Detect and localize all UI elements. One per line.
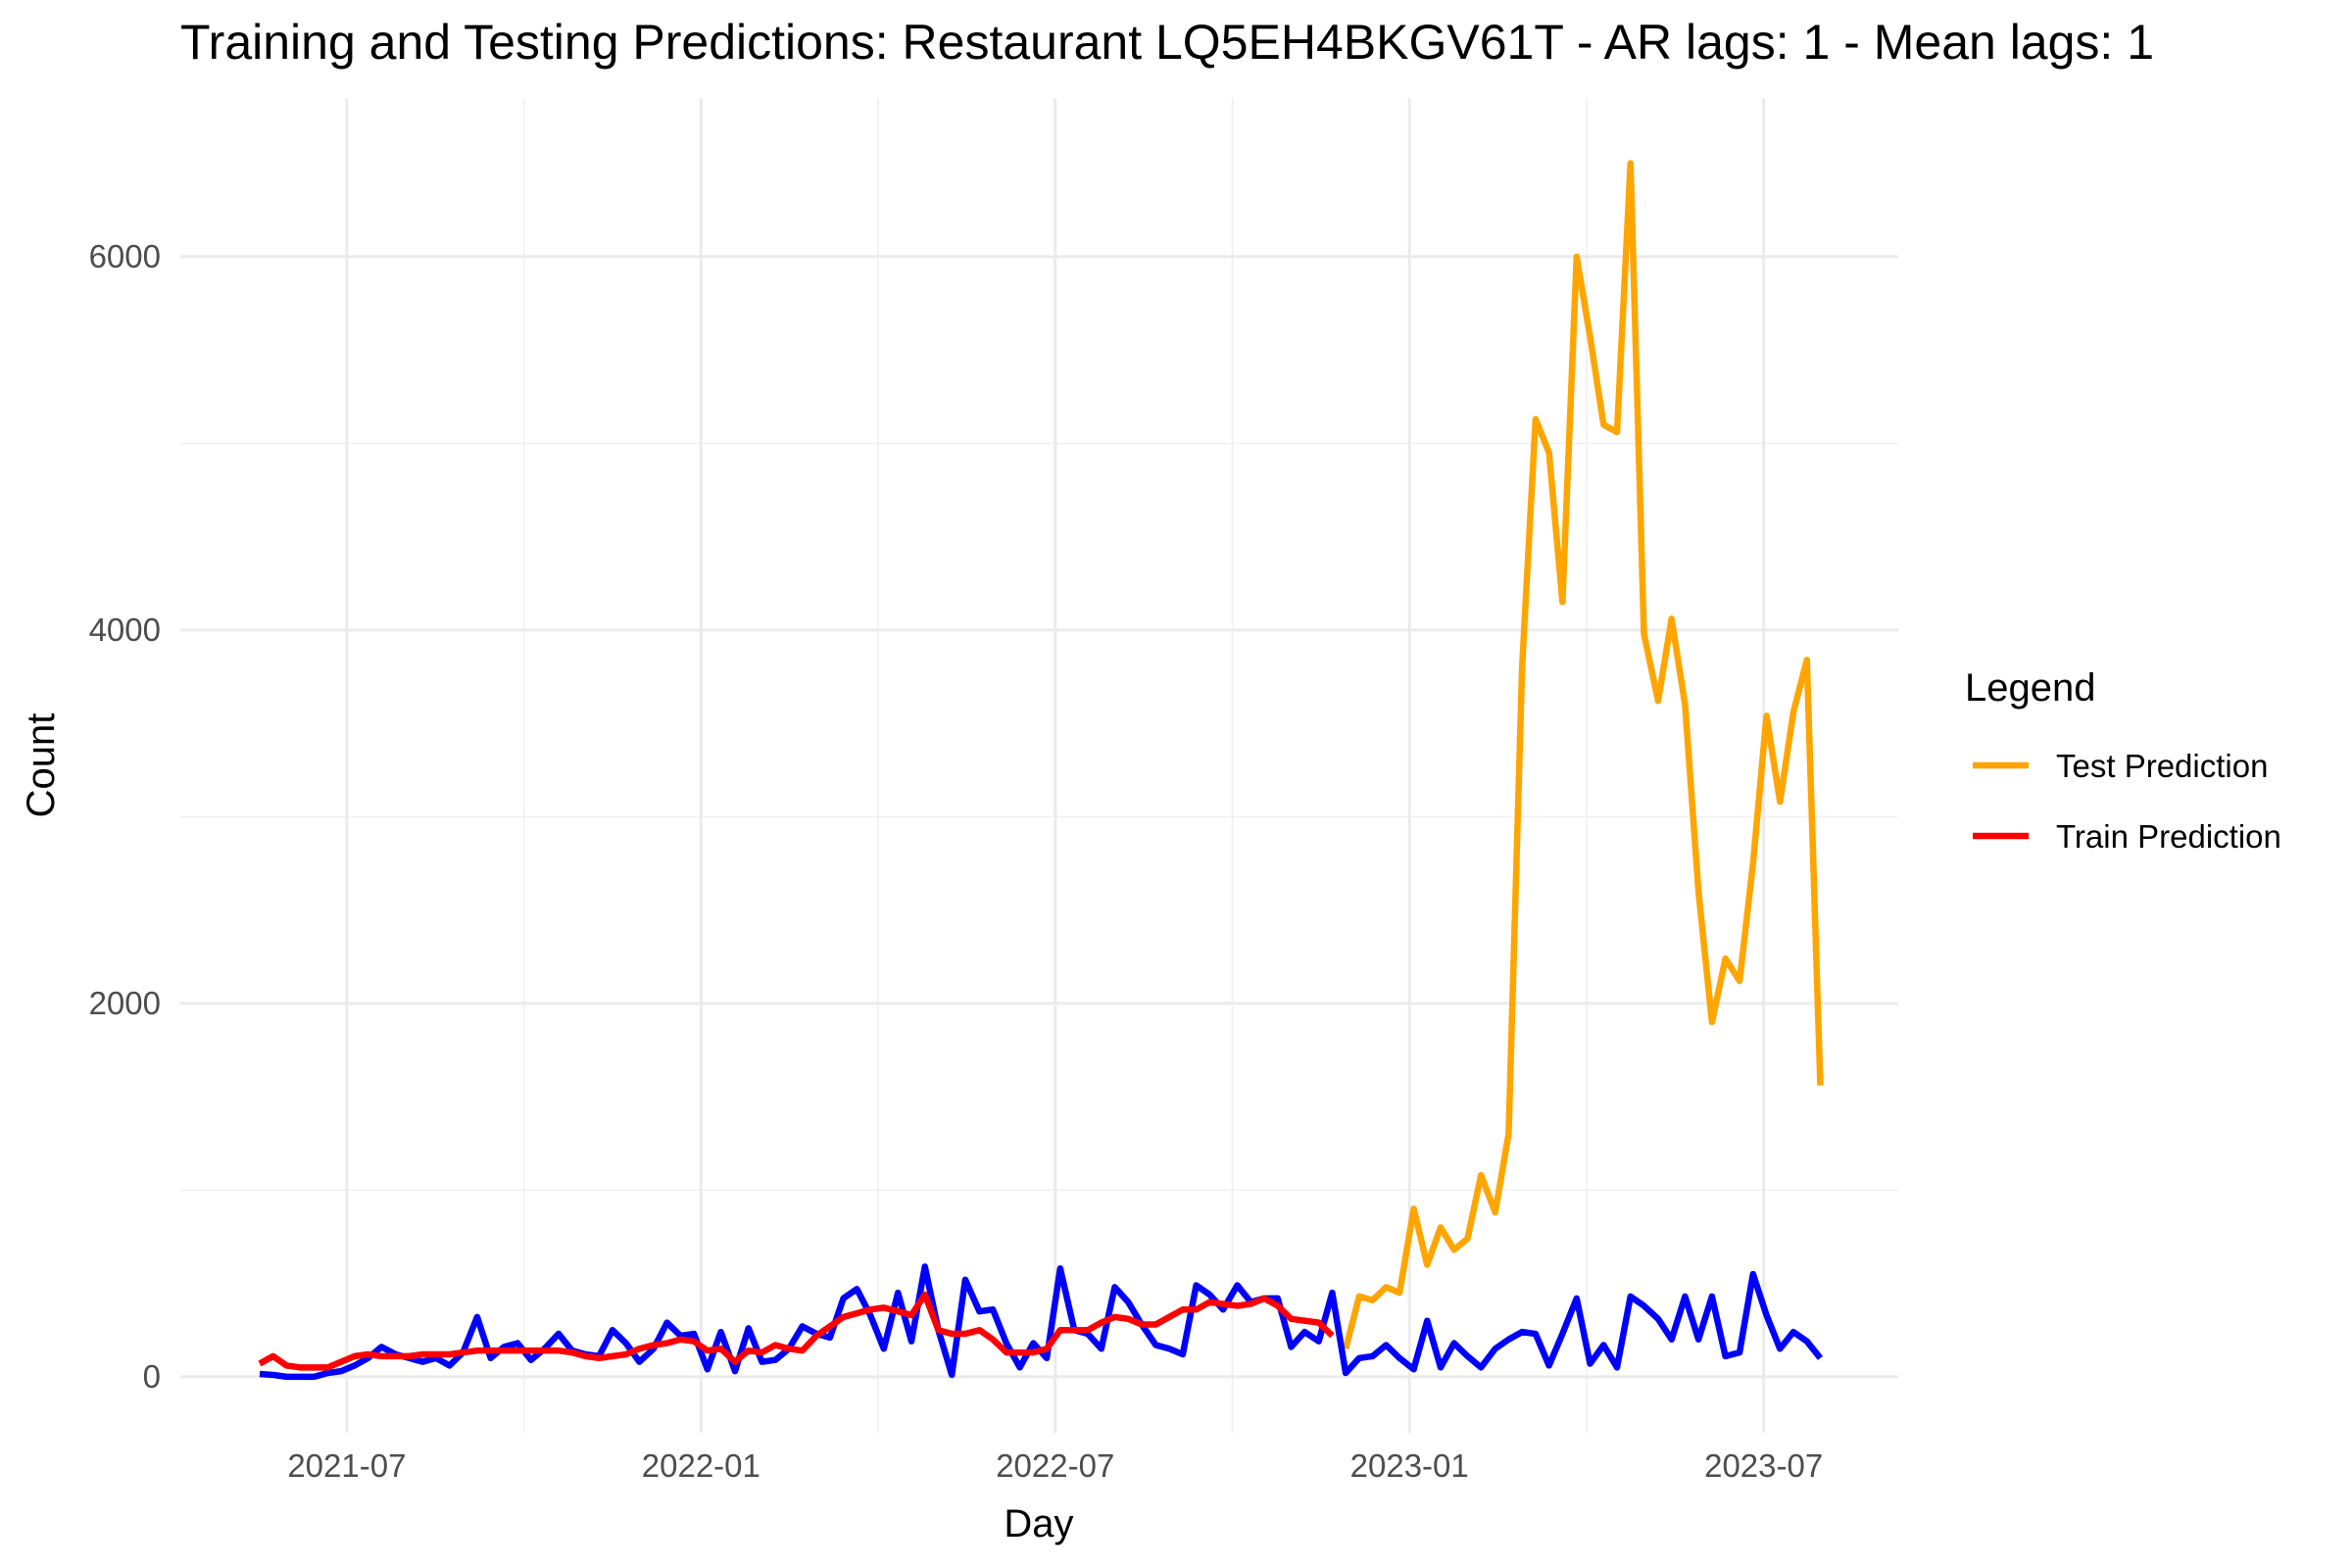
y-tick-label: 4000 <box>89 612 161 648</box>
y-tick-label: 6000 <box>89 238 161 274</box>
chart-title: Training and Testing Predictions: Restau… <box>180 15 2154 70</box>
y-axis-title: Count <box>20 713 63 818</box>
x-tick-label: 2023-01 <box>1350 1447 1469 1484</box>
x-tick-label: 2022-07 <box>996 1447 1114 1484</box>
y-tick-label: 2000 <box>89 985 161 1021</box>
legend-title: Legend <box>1965 666 2095 710</box>
x-tick-label: 2021-07 <box>287 1447 406 1484</box>
x-tick-label: 2023-07 <box>1704 1447 1823 1484</box>
labels: Training and Testing Predictions: Restau… <box>20 15 2154 1545</box>
plot-lines <box>258 160 1824 1381</box>
x-tick-label: 2022-01 <box>642 1447 760 1484</box>
legend: Legend Test Prediction Train Prediction <box>1965 666 2281 855</box>
x-axis-title: Day <box>1004 1502 1073 1545</box>
series-line <box>1343 160 1824 1350</box>
legend-label: Test Prediction <box>2056 748 2268 784</box>
legend-label: Train Prediction <box>2056 818 2281 855</box>
grid <box>180 98 1898 1433</box>
y-tick-label: 0 <box>143 1358 161 1395</box>
series-line <box>258 1291 1335 1371</box>
